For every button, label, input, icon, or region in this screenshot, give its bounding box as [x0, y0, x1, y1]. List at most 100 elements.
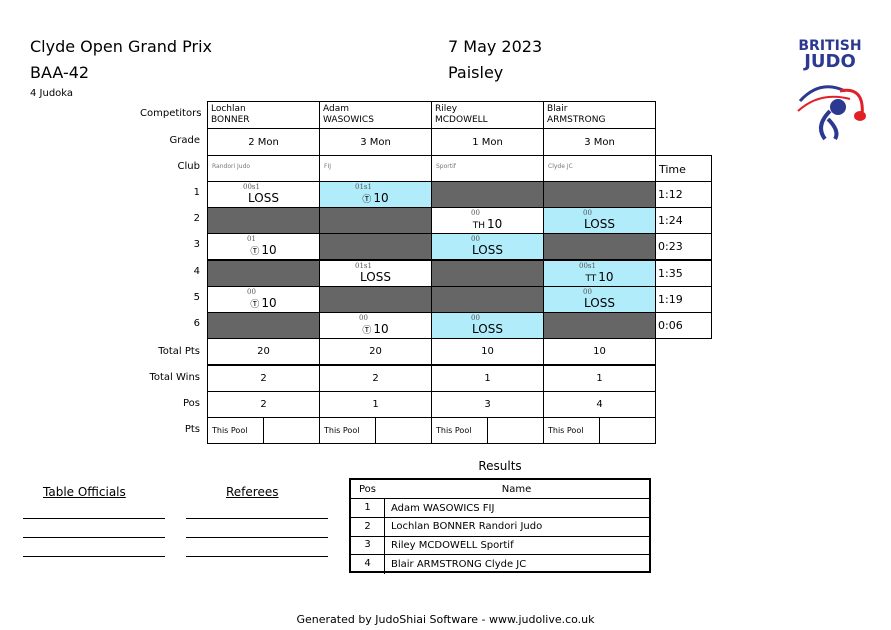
grade-text: 3 Mon: [360, 136, 391, 148]
competitor-last-name: BONNER: [211, 115, 250, 125]
win-type-icon: TT: [585, 273, 597, 284]
match-result: Ⓣ 10: [320, 191, 431, 205]
competitor-first-name: Riley: [435, 104, 458, 114]
match-number: 2: [193, 213, 200, 225]
referees-label: Referees: [226, 485, 279, 499]
competitor-first-name: Lochlan: [211, 104, 246, 114]
match-result: LOSS: [320, 270, 431, 284]
match-points: LOSS: [584, 217, 615, 232]
match-points: LOSS: [472, 322, 503, 336]
pool-points-divider: [375, 418, 376, 443]
win-type-icon: Ⓣ: [250, 299, 260, 310]
pool-points-divider: [487, 418, 488, 443]
competitor-club: Sportif: [431, 155, 544, 182]
match-cell-gray: [207, 312, 320, 339]
match-score: 01s1: [355, 183, 372, 191]
match-score: 00: [471, 235, 480, 244]
signature-line: [23, 556, 165, 557]
match-result: LOSS: [432, 322, 543, 336]
total-total-wins: 1: [431, 365, 544, 392]
table-officials-label: Table Officials: [43, 485, 126, 499]
pool-points: This Pool: [431, 417, 544, 444]
competitor-first-name: Blair: [547, 104, 568, 114]
total-pts-value: 20: [257, 346, 270, 357]
match-cell-blue: 00 LOSS: [543, 285, 656, 313]
match-cell-gray: [543, 312, 656, 339]
row-label-pts: Pts: [184, 424, 200, 435]
match-points: LOSS: [248, 191, 279, 205]
match-cell-gray: [543, 181, 656, 208]
match-cell-gray: [319, 233, 432, 261]
name-header: Name: [501, 483, 532, 495]
match-score: 00: [583, 287, 592, 296]
pool-points-divider: [263, 418, 264, 443]
match-cell-gray: [431, 259, 544, 287]
win-type-icon: TH: [472, 221, 485, 232]
pool-points-divider: [599, 418, 600, 443]
total-pos: 3: [431, 391, 544, 418]
pool-points-label: This Pool: [212, 426, 248, 435]
total-wins-value: 2: [260, 373, 267, 384]
total-pos: 2: [207, 391, 320, 418]
match-cell-blue: 01s1 Ⓣ 10: [319, 181, 432, 208]
match-cell-gray: [543, 233, 656, 261]
match-cell-blue: 00s1 TT 10: [543, 259, 656, 287]
total-wins-value: 1: [596, 373, 603, 384]
match-cell-white: 00 Ⓣ 10: [319, 312, 432, 339]
results-row: 2 Lochlan BONNER Randori Judo: [351, 517, 649, 537]
result-pos: 2: [351, 517, 385, 536]
match-time: 0:06: [655, 312, 712, 339]
row-label-total-wins: Total Wins: [149, 372, 200, 383]
results-row: 1 Adam WASOWICS FIJ: [351, 499, 649, 518]
competitor-name: Lochlan BONNER: [207, 101, 320, 129]
match-cell-gray: [319, 207, 432, 235]
result-name: Blair ARMSTRONG Clyde JC: [391, 558, 527, 570]
match-result: Ⓣ 10: [208, 296, 319, 310]
match-cell-white: 00 Ⓣ 10: [207, 285, 320, 313]
pos-value: 4: [596, 399, 603, 410]
pool-points-label: This Pool: [324, 426, 360, 435]
match-score: 00: [247, 287, 256, 296]
result-name: Riley MCDOWELL Sportif: [391, 539, 514, 551]
match-points: 10: [261, 295, 277, 310]
match-result: TH 10: [432, 217, 543, 231]
grade-text: 3 Mon: [584, 136, 615, 148]
event-title: Clyde Open Grand Prix: [30, 37, 213, 56]
match-points: 10: [261, 243, 277, 258]
match-points: 10: [373, 322, 389, 336]
result-pos: 1: [351, 499, 385, 517]
pool-points: This Pool: [319, 417, 432, 444]
match-score: 01s1: [355, 261, 372, 270]
match-time: 1:12: [655, 181, 712, 208]
match-result: LOSS: [432, 243, 543, 257]
competitor-first-name: Adam: [323, 104, 349, 114]
match-score: 00: [359, 314, 368, 322]
result-pos: 3: [351, 536, 385, 554]
win-type-icon: Ⓣ: [250, 247, 260, 258]
match-cell-white: 01 Ⓣ 10: [207, 233, 320, 261]
result-name: Lochlan BONNER Randori Judo: [391, 521, 543, 532]
pool-code: BAA-42: [30, 63, 90, 82]
results-table: Pos Name 1 Adam WASOWICS FIJ 2 Lochlan BONNER…: [349, 478, 651, 574]
total-pts-value: 10: [481, 346, 494, 357]
row-label-club: Club: [177, 161, 200, 172]
match-result: LOSS: [544, 296, 655, 310]
match-result: LOSS: [208, 191, 319, 205]
match-time: 1:24: [655, 207, 712, 235]
win-type-icon: Ⓣ: [362, 326, 372, 336]
total-total-pts: 20: [207, 338, 320, 365]
total-wins-value: 2: [372, 373, 379, 384]
competitor-grade: 2 Mon: [207, 128, 320, 156]
pool-points: This Pool: [207, 417, 320, 444]
total-total-wins: 1: [543, 365, 656, 392]
competitor-name: Riley MCDOWELL: [431, 101, 544, 129]
signature-line: [23, 518, 165, 519]
match-points: LOSS: [584, 295, 615, 310]
row-label-total-pts: Total Pts: [158, 346, 200, 357]
match-score: 01: [247, 235, 256, 244]
match-cell-white: 00 TH 10: [431, 207, 544, 235]
match-cell-gray: [207, 259, 320, 287]
match-result: LOSS: [544, 217, 655, 231]
match-score: 00s1: [243, 183, 260, 191]
match-number: 3: [193, 239, 200, 251]
